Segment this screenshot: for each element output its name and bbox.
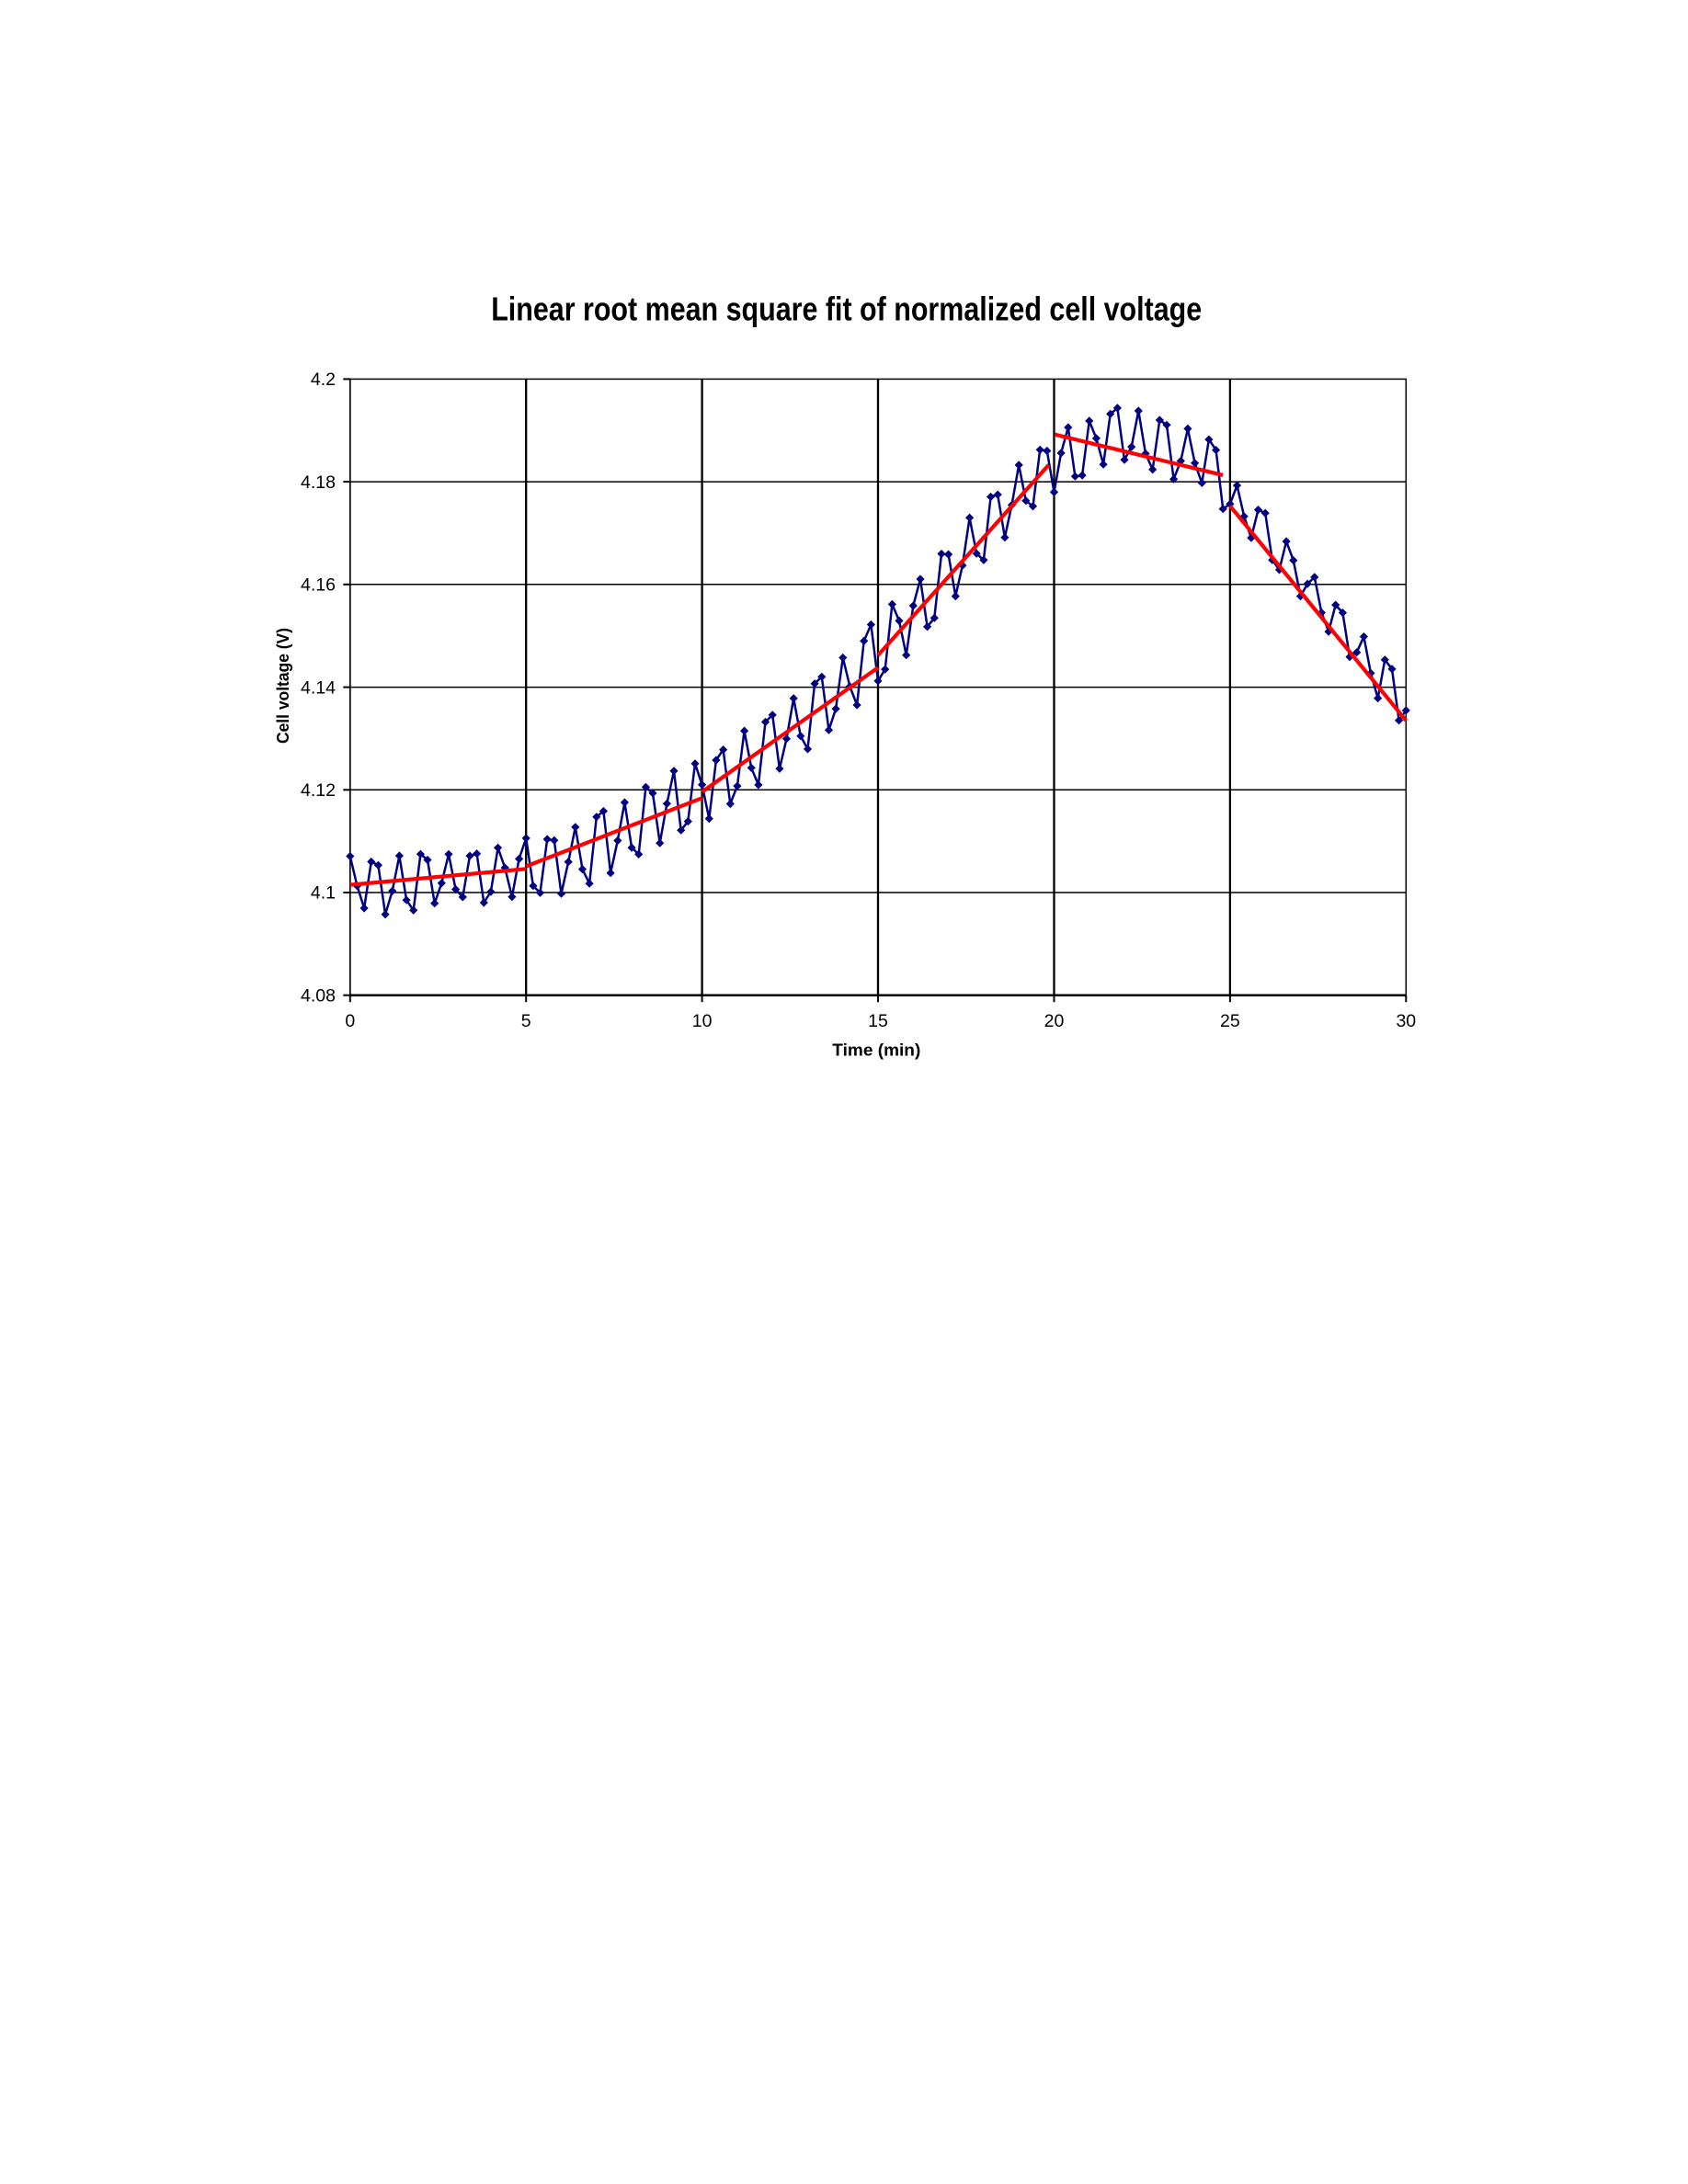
svg-text:4.14: 4.14 <box>301 677 336 698</box>
svg-text:4.16: 4.16 <box>301 575 336 596</box>
svg-text:Time (min): Time (min) <box>832 1041 920 1059</box>
svg-text:4.12: 4.12 <box>301 780 336 801</box>
svg-text:5: 5 <box>521 1011 531 1031</box>
svg-text:0: 0 <box>345 1011 355 1031</box>
svg-text:4.18: 4.18 <box>301 472 336 493</box>
svg-text:4.2: 4.2 <box>311 370 336 390</box>
svg-text:20: 20 <box>1044 1011 1065 1031</box>
svg-text:10: 10 <box>692 1011 713 1031</box>
svg-text:Cell voltage (V): Cell voltage (V) <box>274 628 292 744</box>
svg-text:15: 15 <box>868 1011 888 1031</box>
svg-text:4.08: 4.08 <box>301 985 336 1006</box>
svg-text:30: 30 <box>1396 1011 1416 1031</box>
svg-text:25: 25 <box>1220 1011 1240 1031</box>
svg-text:Linear root mean square fit of: Linear root mean square fit of normalize… <box>491 290 1202 328</box>
svg-text:4.1: 4.1 <box>311 883 336 904</box>
